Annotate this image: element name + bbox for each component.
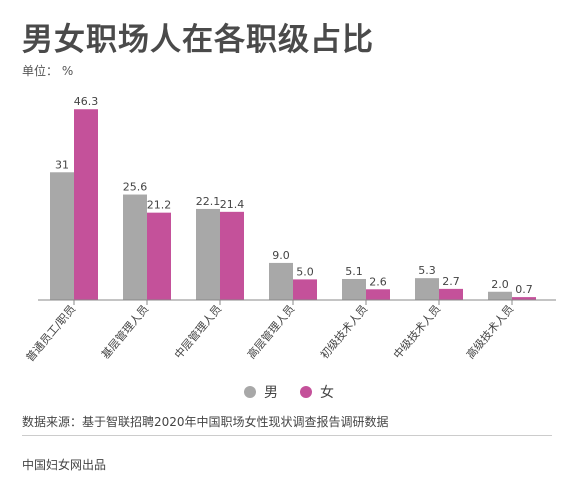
data-label: 2.0 — [491, 278, 509, 291]
data-label: 21.4 — [220, 198, 245, 211]
data-label: 21.2 — [147, 199, 172, 212]
bar-male — [269, 262, 293, 300]
x-tick-label: 高层管理人员 — [244, 302, 297, 362]
bar-female — [74, 109, 98, 300]
data-source: 数据来源：基于智联招聘2020年中国职场女性现状调查报告调研数据 — [22, 415, 389, 429]
bar-male — [342, 278, 366, 300]
data-label: 22.1 — [196, 195, 221, 208]
data-label: 31 — [55, 158, 69, 171]
legend-swatch-female — [300, 386, 312, 398]
data-label: 5.3 — [418, 264, 436, 277]
data-label: 2.6 — [369, 275, 387, 288]
data-label: 5.1 — [345, 265, 363, 278]
legend: 男 女 — [0, 382, 578, 402]
bar-male — [488, 291, 512, 300]
data-label: 9.0 — [272, 249, 290, 262]
legend-item-male: 男 — [244, 382, 278, 402]
unit-label: 单位： — [22, 64, 59, 78]
bar-female — [293, 279, 317, 300]
bar-female — [366, 289, 390, 300]
unit-value: % — [61, 64, 74, 78]
data-label: 46.3 — [74, 95, 99, 108]
bar-female — [439, 288, 463, 300]
bar-female — [512, 297, 536, 300]
bar-male — [415, 278, 439, 300]
legend-swatch-male — [244, 386, 256, 398]
credit: 中国妇女网出品 — [22, 458, 107, 472]
data-label: 0.7 — [515, 283, 533, 296]
chart-title: 男女职场人在各职级占比 — [22, 22, 374, 58]
x-tick-label: 初级技术人员 — [317, 302, 370, 362]
x-tick-label: 高级技术人员 — [463, 302, 516, 362]
unit-note: 单位： % — [22, 62, 73, 79]
x-tick-label: 中级技术人员 — [391, 303, 443, 362]
bar-female — [147, 212, 171, 300]
data-label: 25.6 — [123, 181, 148, 194]
bar-female — [220, 211, 244, 300]
bar-chart: 31 46.3 普通员工/职员 25.6 21.2 基层管理人员 22.1 21.4 中层管理人… — [23, 95, 556, 364]
legend-label-male: 男 — [264, 385, 278, 401]
data-label: 5.0 — [296, 265, 314, 278]
bar-male — [123, 194, 147, 300]
x-tick-label: 基层管理人员 — [98, 302, 151, 362]
x-tick-label: 中层管理人员 — [171, 302, 224, 362]
bar-male — [50, 172, 74, 300]
bar-male — [196, 208, 220, 300]
divider — [22, 435, 552, 436]
x-tick-label: 普通员工/职员 — [23, 302, 79, 364]
legend-label-female: 女 — [320, 385, 334, 401]
data-label: 2.7 — [442, 275, 460, 288]
legend-item-female: 女 — [300, 382, 334, 402]
